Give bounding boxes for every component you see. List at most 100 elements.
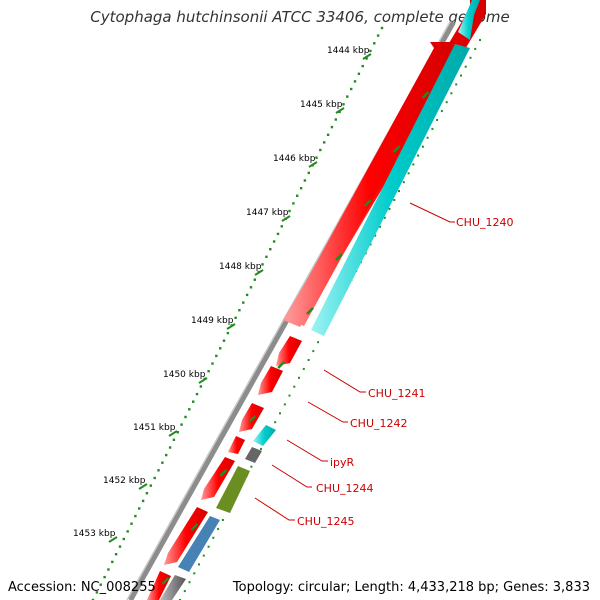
ring-dot [292, 202, 295, 205]
ring-dot [184, 415, 187, 419]
tick-label: 1447 kbp [246, 208, 289, 218]
gene-label-chu-1242[interactable]: CHU_1242 [350, 417, 408, 430]
ring-dot [215, 354, 218, 358]
gene-reverse-steelblue[interactable] [178, 516, 220, 572]
gene-label-chu-1241[interactable]: CHU_1241 [368, 387, 426, 400]
ring-dot [134, 514, 137, 518]
ring-dot [180, 423, 183, 426]
ring-dot [374, 234, 377, 237]
gene-forward[interactable] [258, 366, 283, 395]
ring-dot [168, 446, 172, 449]
ring-dot [293, 385, 296, 388]
gene-reverse-cyan[interactable] [311, 44, 470, 336]
inner-tick-mark [190, 523, 199, 531]
ring-dot [460, 74, 462, 77]
ring-dot [126, 530, 129, 533]
ring-dot [412, 163, 415, 166]
gene-forward[interactable] [276, 336, 302, 366]
ring-dot [361, 64, 364, 68]
inner-tick-mark [248, 415, 257, 423]
ring-dot [445, 101, 448, 104]
ring-dot [426, 136, 429, 139]
ring-dot [280, 225, 283, 228]
gene-label-ipyr[interactable]: ipyR [330, 456, 355, 469]
ring-dot [242, 301, 245, 304]
tick-label: 1451 kbp [133, 423, 176, 433]
topology-text: Topology: circular; Length: 4,433,218 bp… [232, 580, 590, 595]
ring-dot [393, 199, 396, 201]
gene-forward[interactable] [164, 507, 208, 565]
ring-dot [283, 403, 286, 406]
tick-label: 1452 kbp [103, 476, 146, 486]
ring-dot [95, 591, 99, 594]
ring-dot [307, 171, 310, 175]
gene-forward[interactable] [201, 457, 235, 500]
gene-forward[interactable] [239, 403, 264, 432]
ring-dot [153, 476, 156, 480]
ring-dot [238, 309, 241, 312]
ring-dot [138, 507, 141, 510]
accession-text: Accession: NC_008255 [8, 580, 156, 595]
gene-reverse-cyan[interactable] [458, 0, 480, 40]
ring-dot [464, 65, 467, 68]
ring-dot [383, 216, 386, 219]
gene-forward[interactable] [286, 42, 452, 326]
tick-mark [226, 323, 236, 330]
ring-dot [249, 286, 253, 289]
ring-dot [161, 461, 164, 464]
ring-dot [379, 225, 381, 228]
tick-label: 1446 kbp [273, 154, 316, 164]
gene-forward[interactable] [228, 436, 245, 454]
tick-mark [108, 536, 118, 543]
ring-dot [398, 190, 400, 193]
ring-dot [245, 293, 249, 297]
inner-tick-mark [421, 91, 430, 99]
tick-mark [254, 269, 264, 276]
ring-dot [417, 154, 420, 157]
ring-dot [330, 125, 334, 129]
map-title: Cytophaga hutchinsonii ATCC 33406, compl… [90, 8, 509, 26]
ring-dot [288, 394, 291, 397]
tick-label: 1444 kbp [327, 46, 370, 56]
ring-dot [312, 350, 315, 353]
inner-tick-mark [161, 577, 170, 585]
ring-dot [219, 347, 222, 350]
ring-dot [157, 469, 160, 472]
gene-reverse-olive[interactable] [216, 466, 250, 513]
ring-dot [211, 362, 214, 365]
ring-dot [407, 172, 410, 175]
inner-tick-mark [363, 199, 372, 207]
ring-dot [107, 568, 110, 571]
ring-dot [342, 103, 345, 106]
gene-reverse-gray[interactable] [160, 575, 186, 600]
ring-dot [357, 72, 361, 75]
gene-reverse-gray[interactable] [245, 447, 262, 463]
gene-label-lines [254, 202, 455, 521]
ring-dot [188, 408, 191, 411]
gene-reverse-cyan[interactable] [253, 425, 276, 446]
gene-label-chu-1240[interactable]: CHU_1240 [456, 216, 514, 229]
ring-dot [222, 339, 226, 342]
outer-tick-ring [91, 26, 384, 600]
ring-dot [303, 179, 307, 182]
gene-label-chu-1244[interactable]: CHU_1244 [316, 482, 374, 495]
ring-dot [145, 492, 149, 495]
ring-dot [165, 453, 168, 457]
ring-dot [317, 341, 320, 344]
inner-tick-mark [392, 145, 401, 153]
ring-dot [198, 563, 200, 566]
ring-dot [440, 110, 443, 113]
ring-dot [221, 519, 224, 521]
tick-label: 1450 kbp [163, 370, 206, 380]
tick-labels: 1444 kbp 1445 kbp 1446 kbp 1447 kbp 1448 kbp… [73, 46, 430, 585]
ring-dot [192, 400, 195, 403]
ring-dot [319, 148, 322, 152]
ring-dot [276, 232, 280, 236]
inner-tick-mark [277, 361, 286, 369]
ring-dot [302, 367, 305, 370]
ring-dot [299, 187, 303, 190]
gene-label-chu-1245[interactable]: CHU_1245 [297, 515, 355, 528]
gene-forward[interactable] [147, 571, 171, 600]
ring-dot [346, 95, 349, 98]
ring-dot [195, 392, 199, 396]
